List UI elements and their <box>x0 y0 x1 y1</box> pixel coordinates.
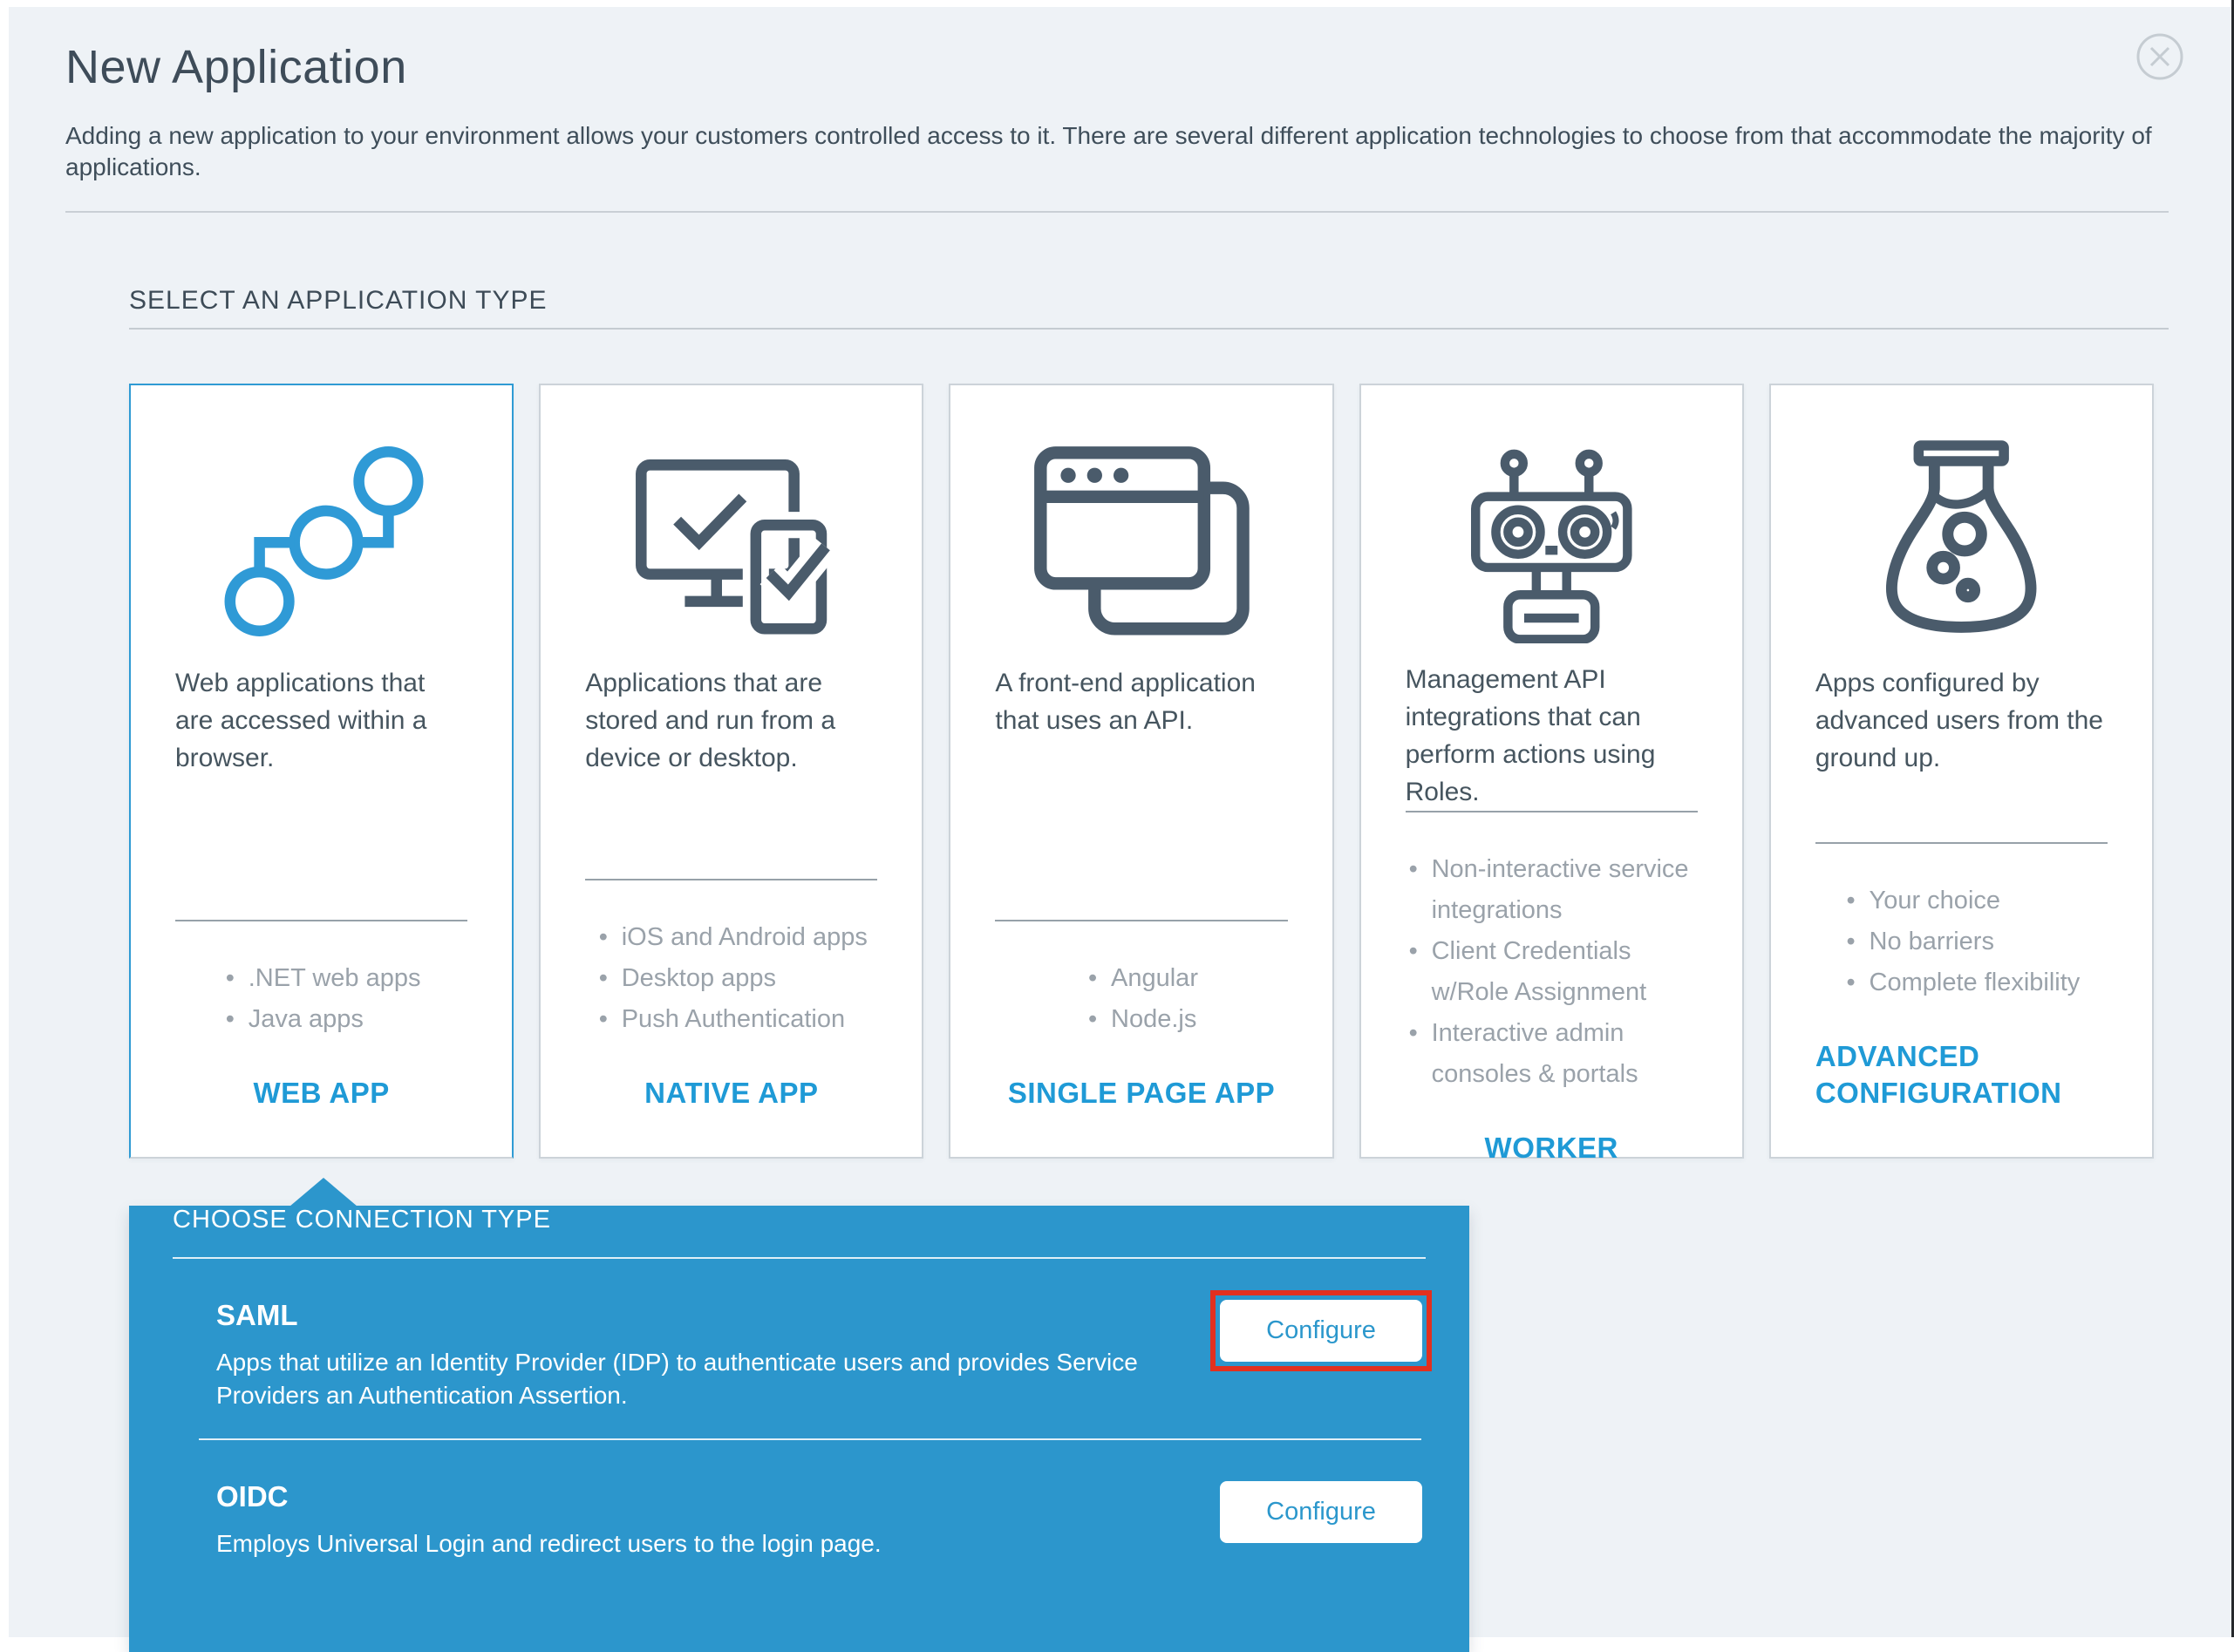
app-type-card-web-app[interactable]: Web applications that are accessed withi… <box>129 384 514 1159</box>
panel-heading: CHOOSE CONNECTION TYPE <box>173 1206 551 1234</box>
connected-nodes-icon <box>175 436 467 647</box>
connection-name: OIDC <box>216 1480 289 1513</box>
feature-bullet: Non-interactive service integrations <box>1406 849 1698 931</box>
page-title: New Application <box>65 41 407 93</box>
feature-bullet: Push Authentication <box>596 999 868 1040</box>
feature-bullet: Interactive admin consoles & portals <box>1406 1013 1698 1095</box>
app-type-description: A front-end application that uses an API… <box>995 669 1256 735</box>
close-button[interactable] <box>2135 32 2184 81</box>
card-divider <box>995 920 1288 921</box>
feature-bullet: Node.js <box>1085 999 1198 1040</box>
app-type-card-native-app[interactable]: Applications that are stored and run fro… <box>539 384 924 1159</box>
devices-check-icon <box>585 436 877 647</box>
feature-bullet: Desktop apps <box>596 958 868 999</box>
connection-divider <box>199 1438 1421 1440</box>
feature-bullet: Angular <box>1085 958 1198 999</box>
feature-list: .NET web appsJava apps <box>222 958 421 1040</box>
screen-edge-right <box>2231 0 2234 1637</box>
configure-button[interactable]: Configure <box>1220 1481 1422 1543</box>
feature-bullet: .NET web apps <box>222 958 421 999</box>
feature-bullet: Complete flexibility <box>1843 962 2081 1003</box>
feature-bullet: Your choice <box>1843 880 2081 921</box>
feature-bullet: No barriers <box>1843 921 2081 962</box>
app-type-card-worker[interactable]: Management API integrations that can per… <box>1359 384 1744 1164</box>
connection-description: Employs Universal Login and redirect use… <box>216 1530 882 1557</box>
app-type-description: Applications that are stored and run fro… <box>585 669 836 772</box>
app-type-card-advanced-configuration[interactable]: Apps configured by advanced users from t… <box>1768 384 2155 1159</box>
application-type-section: SELECT AN APPLICATION TYPE Web applicati… <box>129 286 2169 1652</box>
app-type-cards: Web applications that are accessed withi… <box>129 384 2155 1164</box>
flask-icon <box>1815 436 2108 647</box>
app-type-label: NATIVE APP <box>644 1077 819 1109</box>
robot-icon <box>1406 436 1698 643</box>
page-description: Adding a new application to your environ… <box>65 122 2152 180</box>
feature-bullet: Client Credentials w/Role Assignment <box>1406 931 1698 1013</box>
panel-underline <box>173 1257 1426 1259</box>
connection-type-panel: CHOOSE CONNECTION TYPE SAML Apps that ut… <box>129 1178 1469 1652</box>
card-divider <box>175 920 468 921</box>
app-type-label: WEB APP <box>253 1077 390 1109</box>
connection-option-row: OIDC Employs Universal Login and redirec… <box>129 1438 1469 1560</box>
app-type-description: Management API integrations that can per… <box>1405 665 1656 806</box>
feature-list: AngularNode.js <box>1085 958 1198 1040</box>
app-type-label: SINGLE PAGE APP <box>1007 1077 1276 1109</box>
app-type-label: ADVANCED CONFIGURATION <box>1815 1040 2062 1109</box>
circle-x-close-icon <box>2135 33 2184 84</box>
card-divider <box>585 879 878 880</box>
header-divider <box>65 211 2169 213</box>
feature-bullet: Java apps <box>222 999 421 1040</box>
connection-name: SAML <box>216 1299 298 1331</box>
feature-list: iOS and Android appsDesktop appsPush Aut… <box>596 917 868 1040</box>
connection-description: Apps that utilize an Identity Provider (… <box>216 1349 1138 1409</box>
annotation-highlight-box: Configure <box>1210 1290 1432 1371</box>
panel-caret-icon <box>289 1178 358 1207</box>
app-type-description: Apps configured by advanced users from t… <box>1815 669 2103 772</box>
app-type-card-single-page-app[interactable]: A front-end application that uses an API… <box>949 384 1334 1159</box>
app-type-description: Web applications that are accessed withi… <box>175 669 427 772</box>
app-type-label: WORKER <box>1484 1132 1618 1164</box>
feature-list: Your choiceNo barriersComplete flexibili… <box>1843 880 2081 1003</box>
browser-windows-icon <box>995 436 1287 647</box>
feature-list: Non-interactive service integrationsClie… <box>1406 849 1698 1095</box>
card-divider <box>1405 811 1698 812</box>
section-underline <box>129 328 2169 330</box>
connection-option-row: SAML Apps that utilize an Identity Provi… <box>129 1290 1469 1412</box>
configure-button[interactable]: Configure <box>1220 1300 1422 1362</box>
annotation-box: Configure <box>1210 1472 1432 1553</box>
section-heading: SELECT AN APPLICATION TYPE <box>129 286 548 315</box>
card-divider <box>1815 842 2108 844</box>
connection-options: SAML Apps that utilize an Identity Provi… <box>129 1290 1469 1560</box>
feature-bullet: iOS and Android apps <box>596 917 868 958</box>
